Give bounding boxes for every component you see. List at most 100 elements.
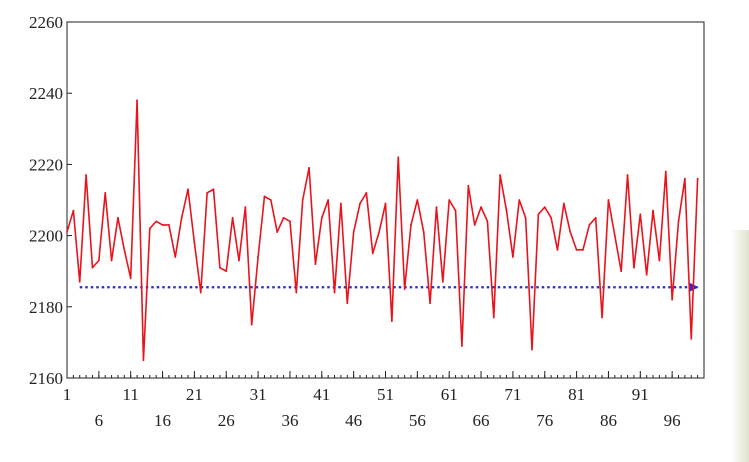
series-point: [218, 266, 221, 269]
series-point: [282, 216, 285, 219]
series-point: [435, 206, 438, 209]
series-point: [562, 202, 565, 205]
series-point: [199, 291, 202, 294]
y-tick-label: 2200: [29, 227, 63, 246]
series-point: [601, 316, 603, 319]
y-tick-label: 2220: [29, 155, 63, 174]
series-point: [110, 259, 113, 262]
series-point: [136, 99, 138, 102]
series-point: [327, 199, 330, 201]
series-point: [410, 224, 412, 226]
x-tick-label: 96: [664, 411, 681, 430]
series-point: [556, 248, 559, 251]
x-tick-label: 1: [63, 385, 72, 404]
series-point: [104, 191, 107, 194]
series-point: [620, 270, 623, 273]
series-point: [524, 216, 527, 219]
x-tick-label: 81: [568, 385, 585, 404]
series-point: [142, 359, 145, 362]
x-tick-label: 61: [441, 385, 458, 404]
series-point: [289, 220, 291, 223]
y-tick-label: 2160: [29, 369, 63, 388]
series-point: [473, 224, 476, 226]
x-tick-label: 11: [123, 385, 139, 404]
series-point: [690, 337, 693, 340]
series-line: [66, 99, 699, 362]
series-point: [365, 191, 368, 194]
series-point: [333, 291, 336, 294]
edge-shade: [731, 230, 749, 462]
series-point: [384, 202, 387, 205]
x-tick-label: 41: [313, 385, 330, 404]
series-point: [295, 291, 298, 294]
x-tick-label: 46: [345, 411, 362, 430]
series-point: [671, 298, 674, 301]
x-tick-label: 56: [409, 411, 426, 430]
x-tick-label: 31: [250, 385, 267, 404]
series-point: [696, 177, 699, 180]
series-point: [569, 231, 572, 233]
series-point: [531, 348, 533, 351]
series-point: [193, 241, 196, 244]
series-point: [257, 256, 259, 258]
series-point: [244, 206, 247, 209]
series-point: [492, 316, 495, 319]
series-point: [276, 231, 279, 233]
y-axis: 2160 2180 2200 2220 2240 2260: [29, 13, 72, 388]
series-point: [652, 209, 654, 212]
series-point: [72, 209, 75, 212]
series-point: [390, 320, 393, 322]
x-tick-label: 91: [632, 385, 649, 404]
series-point: [212, 188, 215, 191]
series-point: [314, 263, 317, 265]
y-tick-label: 2180: [29, 298, 63, 317]
x-tick-label: 86: [600, 411, 617, 430]
series-point: [378, 231, 381, 233]
series-point: [505, 209, 508, 212]
series-point: [371, 252, 374, 255]
series-point: [518, 199, 521, 201]
series-point: [269, 199, 272, 201]
series-point: [454, 209, 457, 212]
series-point: [607, 199, 610, 201]
series-point: [633, 266, 635, 269]
series-point: [180, 216, 183, 219]
series-point: [594, 216, 597, 219]
series-point: [588, 224, 591, 226]
series-point: [416, 199, 419, 201]
series-point: [66, 231, 68, 233]
y-tick-label: 2240: [29, 84, 63, 103]
series-point: [403, 288, 406, 290]
series-point: [658, 259, 661, 262]
series-point: [582, 248, 584, 251]
series-point: [187, 188, 189, 191]
series-point: [359, 202, 361, 205]
y-tick-label: 2260: [29, 13, 63, 32]
series-point: [346, 302, 349, 305]
series-point: [308, 167, 310, 169]
series-point: [441, 280, 444, 283]
x-tick-label: 6: [95, 411, 104, 430]
series-point: [85, 174, 88, 176]
series-point: [512, 256, 514, 258]
series-point: [480, 206, 482, 209]
series-point: [613, 234, 616, 237]
series-point: [301, 199, 304, 201]
series-point: [78, 280, 81, 283]
x-tick-label: 16: [154, 411, 171, 430]
series-point: [340, 202, 342, 205]
series-point: [168, 224, 170, 226]
series-point: [486, 220, 489, 223]
x-tick-label: 51: [377, 385, 394, 404]
series-point: [461, 345, 463, 347]
series-point: [448, 199, 451, 201]
series-point: [639, 213, 642, 216]
series-point: [537, 213, 540, 216]
series-point: [550, 216, 553, 219]
series-point: [231, 216, 234, 219]
series-point: [429, 302, 431, 305]
series-point: [422, 231, 425, 233]
series-point: [97, 259, 100, 262]
series-point: [626, 174, 629, 176]
